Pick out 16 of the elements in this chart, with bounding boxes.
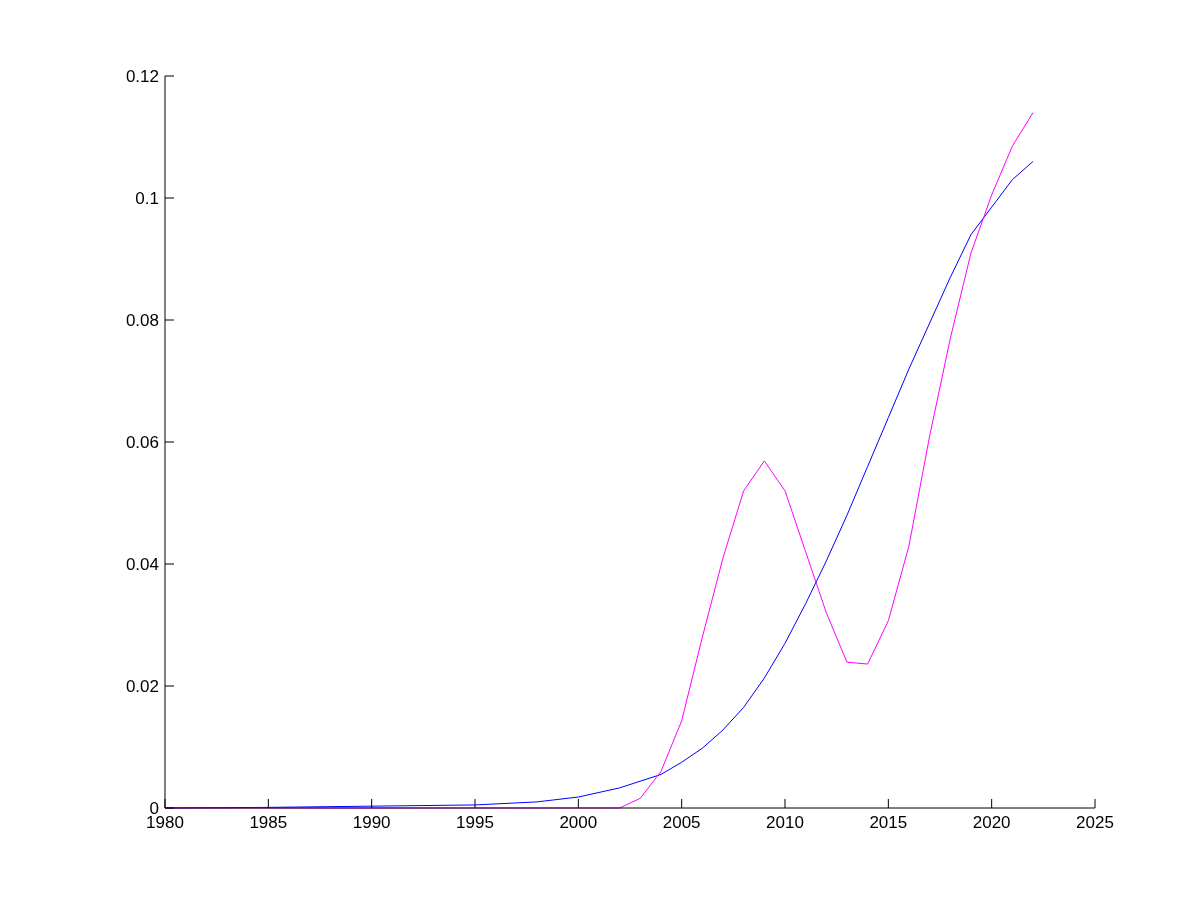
x-tick-label: 2025 [1076,813,1114,832]
y-tick-label: 0.04 [125,554,159,574]
x-tick-label: 2005 [662,813,701,832]
y-tick-label: 0.08 [125,310,159,330]
y-tick-label: 0.02 [125,676,159,696]
x-tick-label: 1990 [352,813,391,832]
x-tick-label: 2020 [972,813,1011,832]
y-tick-label: 0.06 [125,432,159,452]
x-tick-label: 2000 [559,813,598,832]
x-tick-label: 2010 [766,813,804,832]
x-tick-label: 2015 [869,813,908,832]
x-tick-label: 1985 [249,813,288,832]
y-tick-label: 0.1 [135,188,159,208]
x-tick-label: 1980 [146,813,184,832]
y-tick-label: 0.12 [125,66,159,86]
x-tick-label: 1995 [456,813,494,832]
